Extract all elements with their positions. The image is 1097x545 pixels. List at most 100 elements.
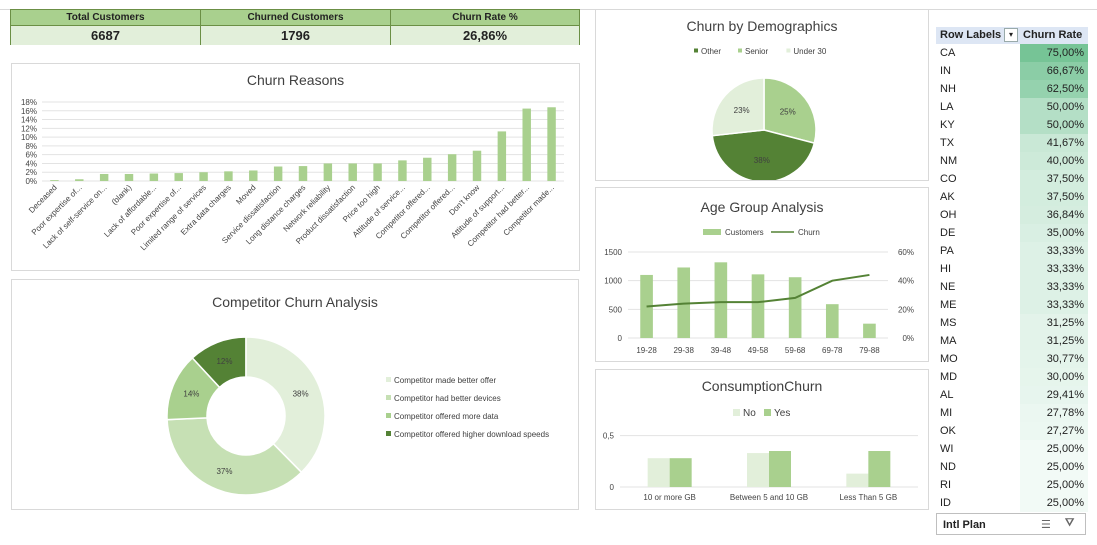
- row-label: PA: [940, 245, 954, 257]
- pivot-row[interactable]: CO 37,50%: [936, 170, 1088, 188]
- pivot-row[interactable]: TX 41,67%: [936, 134, 1088, 152]
- bar-yes: [868, 451, 891, 487]
- pivot-row[interactable]: ND 25,00%: [936, 458, 1088, 476]
- pivot-table[interactable]: Row Labels ▾ Churn Rate CA 75,00% IN 66,67%…: [936, 27, 1088, 512]
- legend-swatch: [786, 48, 791, 53]
- pie-slice: [763, 77, 817, 145]
- y-tick-label: 6%: [25, 151, 37, 160]
- pivot-row[interactable]: HI 33,33%: [936, 260, 1088, 278]
- chart-title: Competitor Churn Analysis: [212, 294, 378, 310]
- legend-swatch: [386, 395, 391, 400]
- pivot-row[interactable]: MI 27,78%: [936, 404, 1088, 422]
- pivot-row[interactable]: MA 31,25%: [936, 332, 1088, 350]
- bar: [149, 173, 159, 181]
- y-tick-label: 16%: [21, 107, 37, 116]
- clear-filter-icon[interactable]: ⛛: [1065, 517, 1075, 529]
- bar: [124, 173, 134, 181]
- legend-swatch: [386, 377, 391, 382]
- y2-tick-label: 20%: [898, 305, 914, 314]
- bar: [273, 166, 283, 181]
- churn-rate-cell: 35,00%: [1020, 224, 1088, 242]
- pivot-row[interactable]: MD 30,00%: [936, 368, 1088, 386]
- pivot-row[interactable]: KY 50,00%: [936, 116, 1088, 134]
- bar: [398, 160, 407, 181]
- churn-reasons-chart[interactable]: Churn Reasons 0% 2% 4% 6% 8% 10% 12% 14% 16% 18% D…: [11, 63, 580, 271]
- legend-label: Customers: [725, 228, 764, 237]
- row-label: AL: [940, 389, 954, 401]
- pivot-row[interactable]: AK 37,50%: [936, 188, 1088, 206]
- intl-plan-slicer[interactable]: Intl Plan ☰ ⛛: [936, 513, 1086, 535]
- bar: [751, 274, 765, 338]
- pivot-row[interactable]: CA 75,00%: [936, 44, 1088, 62]
- pivot-row[interactable]: MS 31,25%: [936, 314, 1088, 332]
- pivot-header: Row Labels ▾ Churn Rate: [936, 27, 1088, 44]
- pivot-row[interactable]: WI 25,00%: [936, 440, 1088, 458]
- consumption-plot: No Yes 0 0,5 10 or more GB Between 5 and 10 G…: [603, 408, 918, 502]
- row-label: MO: [940, 353, 958, 365]
- legend-label: No: [743, 408, 756, 419]
- row-label: ND: [940, 461, 956, 473]
- pivot-row[interactable]: ME 33,33%: [936, 296, 1088, 314]
- kpi-value: 6687: [11, 26, 200, 45]
- legend-swatch: [386, 413, 391, 418]
- pivot-row[interactable]: NE 33,33%: [936, 278, 1088, 296]
- bar: [522, 108, 531, 181]
- pivot-row[interactable]: LA 50,00%: [936, 98, 1088, 116]
- bar: [447, 154, 457, 181]
- slice-label: 38%: [293, 390, 309, 399]
- churn-rate-cell: 50,00%: [1020, 116, 1088, 134]
- bar: [472, 150, 482, 181]
- slice-label: 38%: [754, 156, 770, 165]
- consumption-chart[interactable]: ConsumptionChurn No Yes 0 0,5 10 or more GB B…: [595, 369, 929, 510]
- churn-rate-cell: 33,33%: [1020, 278, 1088, 296]
- x-tick-label: 49-58: [748, 346, 769, 355]
- slice-label: 12%: [216, 357, 232, 366]
- pivot-row[interactable]: OH 36,84%: [936, 206, 1088, 224]
- legend-swatch: [694, 48, 698, 53]
- row-label: RI: [940, 479, 951, 491]
- slice-label: 37%: [216, 467, 232, 476]
- bar: [714, 262, 728, 338]
- pivot-row[interactable]: MO 30,77%: [936, 350, 1088, 368]
- row-label: LA: [940, 101, 954, 113]
- legend-label: Competitor had better devices: [394, 394, 501, 403]
- pivot-row[interactable]: AL 29,41%: [936, 386, 1088, 404]
- filter-sort-icon[interactable]: ▾: [1004, 28, 1018, 42]
- bar: [50, 180, 59, 181]
- kpi-label: Total Customers: [11, 10, 200, 26]
- competitor-chart[interactable]: Competitor Churn Analysis 12% 38% 37% 14% Co…: [11, 279, 579, 510]
- legend-label: Senior: [745, 47, 768, 56]
- pivot-row[interactable]: OK 27,27%: [936, 422, 1088, 440]
- row-label: IN: [940, 65, 951, 77]
- demographics-chart[interactable]: Churn by Demographics Other Senior Under 3…: [595, 9, 929, 181]
- churn-rate-cell: 41,67%: [1020, 134, 1088, 152]
- pivot-row[interactable]: PA 33,33%: [936, 242, 1088, 260]
- bar-no: [647, 458, 670, 487]
- multi-select-icon[interactable]: ☰: [1041, 519, 1051, 531]
- churn-rate-cell: 37,50%: [1020, 170, 1088, 188]
- kpi-value: 26,86%: [391, 26, 579, 45]
- legend-label: Under 30: [793, 47, 826, 56]
- x-tick-label: 39-48: [711, 346, 732, 355]
- pivot-row[interactable]: NH 62,50%: [936, 80, 1088, 98]
- pivot-row[interactable]: RI 25,00%: [936, 476, 1088, 494]
- age-group-chart[interactable]: Age Group Analysis Customers Churn 0 500 100…: [595, 187, 929, 362]
- x-tick-label: (blank): [110, 183, 134, 207]
- legend-swatch: [386, 431, 391, 436]
- kpi-value: 1796: [201, 26, 390, 45]
- bar-no: [846, 473, 869, 487]
- pivot-row[interactable]: NM 40,00%: [936, 152, 1088, 170]
- chart-title: Age Group Analysis: [700, 199, 824, 215]
- pivot-row[interactable]: ID 25,00%: [936, 494, 1088, 512]
- pivot-row[interactable]: IN 66,67%: [936, 62, 1088, 80]
- row-labels-header: Row Labels: [940, 29, 1002, 41]
- churn-rate-cell: 31,25%: [1020, 314, 1088, 332]
- pivot-body: CA 75,00% IN 66,67% NH 62,50% LA 50,00% KY 50,00%…: [936, 44, 1088, 512]
- row-label: NH: [940, 83, 956, 95]
- y-tick-label: 12%: [21, 124, 37, 133]
- pivot-row[interactable]: DE 35,00%: [936, 224, 1088, 242]
- churn-rate-cell: 62,50%: [1020, 80, 1088, 98]
- churn-rate-cell: 36,84%: [1020, 206, 1088, 224]
- churn-rate-cell: 37,50%: [1020, 188, 1088, 206]
- bar: [348, 163, 357, 181]
